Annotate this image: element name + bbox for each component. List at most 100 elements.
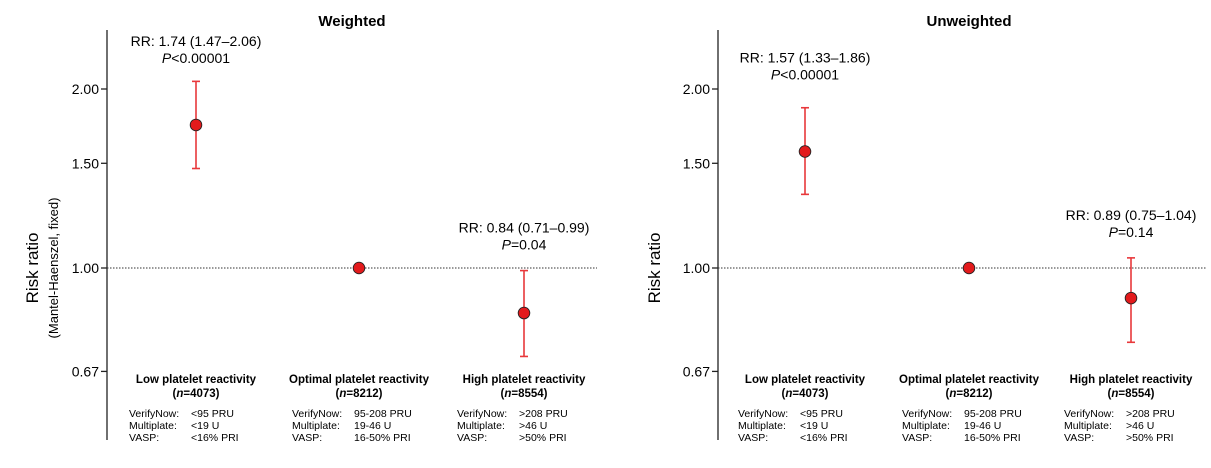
group-label: Low platelet reactivity <box>745 374 866 386</box>
criteria-method: VerifyNow: <box>902 408 952 420</box>
data-point-group: RR: 1.74 (1.47–2.06)P<0.00001 Low platele… <box>129 33 261 444</box>
n-eq: = <box>346 388 353 400</box>
p-symbol: P <box>502 237 512 253</box>
n-open: ( <box>945 388 949 400</box>
group-n: (n=8554) <box>500 388 547 400</box>
n-symbol: n <box>339 388 346 400</box>
n-open: ( <box>335 388 339 400</box>
n-value: 4073 <box>799 388 825 400</box>
p-annotation: P=0.04 <box>502 237 547 253</box>
criteria-threshold: <19 U <box>191 420 219 432</box>
criteria-threshold: 95-208 PRU <box>354 408 412 420</box>
y-tick-label: 2.00 <box>72 81 99 97</box>
panel-weighted: Weighted 0.67 1.00 1.50 2.00 Risk ratio (Mante… <box>23 13 597 444</box>
criteria-method: Multiplate: <box>457 420 505 432</box>
group-label: High platelet reactivity <box>463 374 586 386</box>
criteria-method: VASP: <box>292 432 322 444</box>
n-eq: = <box>956 388 963 400</box>
criteria-threshold: 19-46 U <box>354 420 391 432</box>
n-open: ( <box>1107 388 1111 400</box>
p-value: <0.00001 <box>780 67 839 83</box>
criteria-threshold: <16% PRI <box>800 432 848 444</box>
rr-annotation: RR: 0.89 (0.75–1.04) <box>1066 207 1197 223</box>
group-n: (n=4073) <box>781 388 828 400</box>
rr-annotation: RR: 0.84 (0.71–0.99) <box>459 220 590 236</box>
group-label: Optimal platelet reactivity <box>289 374 430 386</box>
panel-unweighted: Unweighted 0.67 1.00 1.50 2.00 Risk ratio RR: … <box>645 13 1207 444</box>
p-symbol: P <box>1109 224 1119 240</box>
group-label: Low platelet reactivity <box>136 374 257 386</box>
criteria-method: Multiplate: <box>902 420 950 432</box>
n-value: 4073 <box>190 388 216 400</box>
n-close: ) <box>544 388 548 400</box>
y-tick-label: 2.00 <box>683 81 710 97</box>
p-value: <0.00001 <box>171 50 230 66</box>
criteria-threshold: <19 U <box>800 420 828 432</box>
criteria-method: VASP: <box>129 432 159 444</box>
n-open: ( <box>781 388 785 400</box>
criteria-method: VASP: <box>902 432 932 444</box>
criteria-method: Multiplate: <box>292 420 340 432</box>
data-point-group: RR: 1.57 (1.33–1.86)P<0.00001 Low platele… <box>738 50 870 444</box>
point-marker <box>798 145 812 158</box>
p-symbol: P <box>162 50 172 66</box>
data-point-group: RR: 0.84 (0.71–0.99)P=0.04 High platelet … <box>457 220 589 444</box>
panel-title: Weighted <box>318 13 385 30</box>
y-tick-label: 1.00 <box>683 260 710 276</box>
criteria-threshold: <95 PRU <box>800 408 843 420</box>
group-n: (n=8212) <box>945 388 992 400</box>
n-close: ) <box>825 388 829 400</box>
n-symbol: n <box>504 388 511 400</box>
n-eq: = <box>1118 388 1125 400</box>
y-axis-label: Risk ratio <box>645 233 664 304</box>
n-symbol: n <box>176 388 183 400</box>
criteria-method: VASP: <box>738 432 768 444</box>
criteria-method: Multiplate: <box>1064 420 1112 432</box>
n-value: 8212 <box>963 388 989 400</box>
n-value: 8554 <box>518 388 544 400</box>
criteria-threshold: <95 PRU <box>191 408 234 420</box>
group-n: (n=8212) <box>335 388 382 400</box>
criteria-threshold: 19-46 U <box>964 420 1001 432</box>
p-annotation: P<0.00001 <box>771 67 839 83</box>
y-tick-label: 1.50 <box>72 155 99 171</box>
criteria-threshold: >208 PRU <box>1126 408 1175 420</box>
y-axis-label: Risk ratio <box>23 233 42 304</box>
criteria-threshold: >50% PRI <box>519 432 567 444</box>
n-eq: = <box>183 388 190 400</box>
n-close: ) <box>1151 388 1155 400</box>
n-eq: = <box>511 388 518 400</box>
point-marker <box>962 261 976 275</box>
y-axis-sublabel: (Mantel-Haenszel, fixed) <box>46 198 61 339</box>
p-annotation: P<0.00001 <box>162 50 230 66</box>
criteria-method: VerifyNow: <box>292 408 342 420</box>
data-point-group: Optimal platelet reactivity (n=8212) Verif… <box>289 261 430 444</box>
y-tick-label: 1.50 <box>683 155 710 171</box>
n-close: ) <box>216 388 220 400</box>
criteria-method: VASP: <box>1064 432 1094 444</box>
n-close: ) <box>379 388 383 400</box>
data-point-group: RR: 0.89 (0.75–1.04)P=0.14 High platelet … <box>1064 207 1196 444</box>
criteria-threshold: 16-50% PRI <box>964 432 1021 444</box>
criteria-method: Multiplate: <box>738 420 786 432</box>
data-point-group: Optimal platelet reactivity (n=8212) Verif… <box>899 261 1040 444</box>
group-label: High platelet reactivity <box>1070 374 1193 386</box>
criteria-method: Multiplate: <box>129 420 177 432</box>
rr-annotation: RR: 1.57 (1.33–1.86) <box>740 50 871 66</box>
point-marker <box>1124 291 1138 305</box>
criteria-threshold: <16% PRI <box>191 432 239 444</box>
n-close: ) <box>989 388 993 400</box>
n-eq: = <box>792 388 799 400</box>
n-value: 8212 <box>353 388 379 400</box>
panel-title: Unweighted <box>927 13 1012 30</box>
criteria-threshold: 16-50% PRI <box>354 432 411 444</box>
rr-annotation: RR: 1.74 (1.47–2.06) <box>131 33 262 49</box>
n-symbol: n <box>1111 388 1118 400</box>
point-marker <box>189 118 203 132</box>
criteria-threshold: >208 PRU <box>519 408 568 420</box>
group-n: (n=8554) <box>1107 388 1154 400</box>
p-symbol: P <box>771 67 781 83</box>
criteria-method: VASP: <box>457 432 487 444</box>
